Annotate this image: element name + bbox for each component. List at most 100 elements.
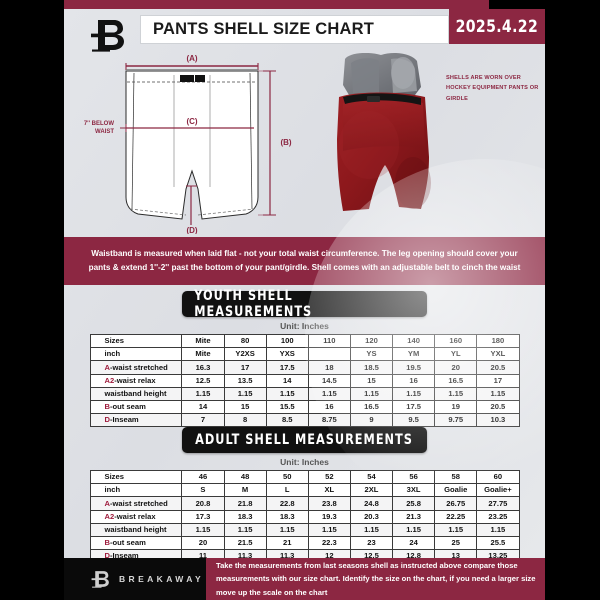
table-cell: M <box>223 483 267 498</box>
row-label: Sizes <box>89 333 183 349</box>
breakaway-logo-icon <box>86 15 132 55</box>
table-cell: 17.5 <box>392 399 436 415</box>
table-cell: Mite <box>181 347 225 362</box>
label-c: (C) <box>186 117 197 126</box>
row-label-marker: B <box>104 538 110 548</box>
youth-unit: Unit: Inches <box>280 321 329 331</box>
table-row: A2-waist relax 17.3 18.3 18.3 19.3 20.3 21.3 22… <box>89 509 520 524</box>
table-cell: 110 <box>307 333 351 349</box>
table-cell: 1.15 <box>476 522 520 537</box>
table-cell: 1.15 <box>349 522 394 537</box>
table-cell: 52 <box>307 469 351 485</box>
youth-measurements-table: Sizes Mite 80 100 110 120 140 160 180 inch Mite Y2X… <box>89 333 520 428</box>
table-cell: 1.15 <box>434 522 478 537</box>
label-a: (A) <box>186 54 197 63</box>
row-label-marker: A <box>104 362 110 372</box>
table-cell: 58 <box>434 469 478 485</box>
adult-table-body: Sizes 46 48 50 52 54 56 58 60 inch S M L XL 2XL 3XL Goal… <box>89 469 520 558</box>
header: PANTS SHELL SIZE CHART 2025.4.22 <box>64 9 545 55</box>
row-label: A2-waist relax <box>89 373 183 388</box>
table-cell: 20.3 <box>349 509 394 524</box>
row-label: A-waist stretched <box>89 360 183 375</box>
table-cell: 22.8 <box>265 496 309 511</box>
table-cell: YM <box>392 347 436 362</box>
adult-section-header: ADULT SHELL MEASUREMENTS <box>182 427 427 453</box>
table-cell: 13.5 <box>223 373 267 388</box>
chart-sheet: PANTS SHELL SIZE CHART 2025.4.22 <box>64 9 545 558</box>
youth-table-body: Sizes Mite 80 100 110 120 140 160 180 inch Mite Y2X… <box>89 333 520 428</box>
table-cell: 17 <box>476 373 520 388</box>
table-cell: 60 <box>476 469 520 485</box>
youth-section: YOUTH SHELL MEASUREMENTS Unit: Inches Si… <box>64 288 545 428</box>
table-cell: 18.3 <box>223 509 267 524</box>
product-photo <box>329 52 439 233</box>
table-cell: 48 <box>223 469 267 485</box>
table-cell: 17 <box>223 360 267 375</box>
banner-text: Waistband is measured when laid flat - n… <box>88 249 521 272</box>
table-row: waistband height 1.15 1.15 1.15 1.15 1.15 1.15… <box>89 386 520 401</box>
row-label: B-out seam <box>89 535 183 551</box>
table-cell: 8.75 <box>307 413 351 428</box>
row-label: D-Inseam <box>89 549 183 558</box>
pants-technical-drawing: (A) (B) (C) (D) 7'' BELOW WAIST <box>84 54 292 235</box>
below-waist-label-line1: 7'' BELOW <box>84 121 115 127</box>
table-cell: 13 <box>434 549 478 558</box>
row-label: inch <box>89 347 183 362</box>
table-cell: 22.3 <box>307 535 351 551</box>
table-row: Sizes 46 48 50 52 54 56 58 60 <box>89 469 520 485</box>
table-cell: Goalie <box>434 483 478 498</box>
table-cell: 23.8 <box>307 496 351 511</box>
row-label: waistband height <box>89 386 183 401</box>
table-cell: 160 <box>434 333 478 349</box>
table-cell: 18.5 <box>349 360 394 375</box>
table-cell: 1.15 <box>307 386 351 401</box>
table-cell: 50 <box>265 469 309 485</box>
table-cell: 54 <box>349 469 394 485</box>
table-cell: 23.25 <box>476 509 520 524</box>
table-cell: 8.5 <box>265 413 309 428</box>
photo-note: SHELLS ARE WORN OVER HOCKEY EQUIPMENT PA… <box>446 75 539 102</box>
table-cell: L <box>265 483 309 498</box>
table-cell: 19 <box>434 399 478 415</box>
table-cell: 1.15 <box>476 386 520 401</box>
table-cell: Y2XS <box>223 347 267 362</box>
table-cell: 20 <box>434 360 478 375</box>
table-cell: 9 <box>349 413 394 428</box>
row-label: A2-waist relax <box>89 509 183 524</box>
table-cell: 21.8 <box>223 496 267 511</box>
row-label: Sizes <box>89 469 183 485</box>
table-cell: 20.5 <box>476 399 520 415</box>
adult-measurements-table: Sizes 46 48 50 52 54 56 58 60 inch S M L XL 2XL 3XL Goal… <box>89 469 520 558</box>
table-cell: 14.5 <box>307 373 351 388</box>
table-cell: 21.5 <box>223 535 267 551</box>
table-cell: 18.3 <box>265 509 309 524</box>
adult-unit: Unit: Inches <box>280 457 329 467</box>
measurement-diagram: (A) (B) (C) (D) 7'' BELOW WAIST <box>64 49 545 235</box>
label-d: (D) <box>186 226 197 234</box>
table-cell: YS <box>349 347 394 362</box>
footer-brand: BREAKAWAY <box>78 558 206 600</box>
table-cell: 26.75 <box>434 496 478 511</box>
table-cell: 1.15 <box>434 386 478 401</box>
table-cell: XL <box>307 483 351 498</box>
table-cell: 2XL <box>349 483 394 498</box>
table-cell: YL <box>434 347 478 362</box>
table-cell: 18 <box>307 360 351 375</box>
row-label-marker: A <box>104 498 110 508</box>
footer-brand-text: BREAKAWAY <box>119 574 205 584</box>
table-cell: 8 <box>223 413 267 428</box>
date-text: 2025.4.22 <box>455 16 539 37</box>
table-cell: Mite <box>181 333 225 349</box>
table-cell: 12 <box>307 549 351 558</box>
table-cell: 7 <box>181 413 225 428</box>
table-cell: 100 <box>265 333 309 349</box>
table-cell: 10.3 <box>476 413 520 428</box>
table-cell: 180 <box>476 333 520 349</box>
adult-section: ADULT SHELL MEASUREMENTS Unit: Inches Si… <box>64 427 545 558</box>
table-row: B-out seam 14 15 15.5 16 16.5 17.5 19 20.5 <box>89 399 520 415</box>
table-cell: 16.5 <box>349 399 394 415</box>
row-label: B-out seam <box>89 399 183 415</box>
table-cell: 120 <box>349 333 394 349</box>
row-label-marker: D <box>104 551 110 558</box>
